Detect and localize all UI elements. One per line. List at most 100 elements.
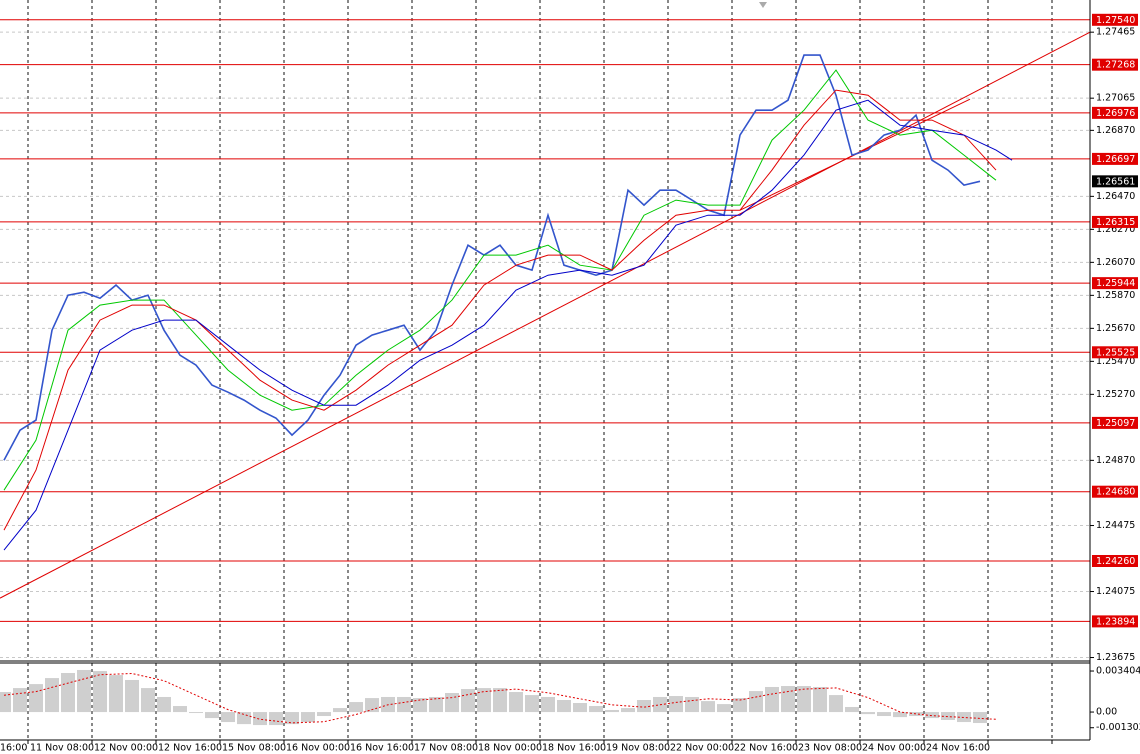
x-tick-label: 22 Nov 16:00 (734, 743, 798, 754)
y-tick-label: 0.00 (1096, 707, 1117, 718)
x-tick-label: 18 Nov 00:00 (478, 743, 542, 754)
level-label: 1.27268 (1096, 60, 1135, 71)
y-tick-label: 1.24075 (1096, 586, 1135, 597)
histogram-bar (829, 695, 843, 713)
histogram-bar (61, 673, 75, 713)
x-tick-label: 12 Nov 16:00 (158, 743, 222, 754)
histogram-bar (0, 692, 11, 713)
histogram-bar (701, 701, 715, 713)
histogram-bar (525, 695, 539, 713)
level-label-box (1092, 58, 1138, 71)
x-tick-label: 23 Nov 08:00 (798, 743, 862, 754)
x-tick-label: 16:00 (0, 743, 27, 754)
level-label: 1.24680 (1096, 487, 1135, 498)
level-label-box (1092, 13, 1138, 26)
y-tick-label: 1.23675 (1096, 652, 1135, 663)
level-label: 1.25944 (1096, 278, 1135, 289)
histogram-bar (637, 699, 651, 713)
level-label: 1.23894 (1096, 616, 1135, 627)
histogram-bar (157, 696, 171, 713)
histogram-bar (477, 688, 491, 713)
histogram-bar (189, 712, 203, 714)
histogram-bar (77, 669, 91, 713)
level-label: 1.27540 (1096, 15, 1135, 26)
histogram-bar (749, 691, 763, 713)
histogram-bar (317, 712, 331, 717)
x-tick-label: 24 Nov 00:00 (862, 743, 926, 754)
histogram-bar (893, 712, 907, 718)
y-tick-label: 0.003404 (1096, 666, 1140, 677)
histogram-bar (301, 712, 315, 723)
histogram-bar (877, 712, 891, 717)
level-label-box (1092, 555, 1138, 567)
histogram-bar (493, 688, 507, 713)
histogram-bar (93, 671, 107, 713)
histogram-bar (13, 688, 27, 713)
histogram-bar (941, 712, 955, 720)
histogram-bar (909, 712, 923, 717)
level-label: 1.26697 (1096, 154, 1135, 165)
histogram-bar (813, 686, 827, 713)
histogram-bar (669, 696, 683, 713)
y-tick-label: 1.26070 (1096, 257, 1135, 268)
histogram-bar (621, 708, 635, 713)
x-tick-label: 12 Nov 00:00 (94, 743, 158, 754)
histogram-bar (253, 712, 267, 726)
signal-line (3, 672, 997, 724)
histogram-bar (861, 712, 875, 715)
level-label-box (1092, 416, 1138, 429)
x-tick-label: 11 Nov 08:00 (30, 743, 94, 754)
level-label: 1.26976 (1096, 108, 1135, 119)
histogram-bar (285, 712, 299, 725)
shift-marker (759, 2, 767, 8)
histogram-bar (173, 706, 187, 713)
y-tick-label: 1.26270 (1096, 224, 1135, 235)
histogram-bar (125, 679, 139, 713)
level-label-box (1092, 615, 1138, 628)
histogram-bar (845, 706, 859, 713)
histogram-bar (141, 688, 155, 713)
x-tick-label: 19 Nov 08:00 (606, 743, 670, 754)
histogram-bar (717, 704, 731, 713)
moving-average (3, 69, 997, 491)
level-label-box (1092, 215, 1138, 228)
histogram-bar (237, 712, 251, 725)
histogram-bar (573, 703, 587, 713)
histogram-bar (557, 699, 571, 713)
histogram-bar (349, 702, 363, 713)
y-tick-label: 1.24475 (1096, 520, 1135, 531)
level-label: 1.25097 (1096, 418, 1135, 429)
x-tick-label: 15 Nov 08:00 (222, 743, 286, 754)
y-tick-label: 1.25670 (1096, 323, 1135, 334)
level-label-box (1092, 277, 1138, 290)
level-label-box (1092, 152, 1138, 165)
y-tick-label: 1.27465 (1096, 27, 1135, 38)
histogram-bar (445, 693, 459, 713)
histogram-bar (429, 696, 443, 713)
x-tick-label: 16 Nov 16:00 (350, 743, 414, 754)
y-tick-label: 1.27065 (1096, 93, 1135, 104)
histogram-bar (733, 698, 747, 713)
x-tick-label: 22 Nov 00:00 (670, 743, 734, 754)
x-tick-label: 18 Nov 16:00 (542, 743, 606, 754)
moving-average (3, 89, 997, 531)
y-tick-label: 1.25270 (1096, 389, 1135, 400)
level-label-box (1092, 346, 1138, 359)
histogram-bar (765, 686, 779, 713)
histogram-bar (269, 712, 283, 726)
level-label: 1.24260 (1096, 556, 1135, 567)
histogram-bar (605, 709, 619, 713)
moving-average (3, 99, 1013, 551)
histogram-bar (461, 689, 475, 713)
histogram-bar (973, 712, 987, 724)
histogram-bar (221, 712, 235, 723)
current-price-box (1092, 175, 1138, 188)
y-tick-label: -0.001302 (1096, 722, 1140, 733)
histogram-bar (589, 706, 603, 713)
histogram-bar (29, 684, 43, 713)
histogram-bar (925, 712, 939, 719)
histogram-bar (797, 686, 811, 713)
price-line (3, 54, 981, 461)
